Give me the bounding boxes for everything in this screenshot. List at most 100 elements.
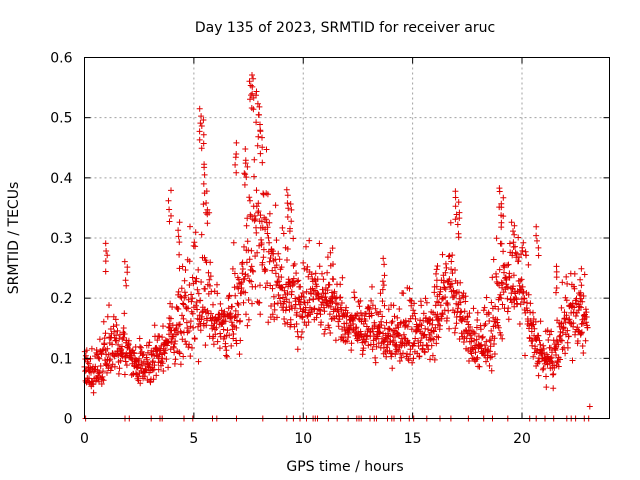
- data-point: [462, 293, 469, 300]
- data-point: [303, 243, 309, 250]
- data-point: [449, 270, 456, 277]
- data-point: [320, 276, 327, 283]
- x-tick-label: 10: [294, 431, 312, 447]
- data-point: [431, 328, 437, 335]
- data-point: [310, 296, 317, 303]
- data-point: [198, 113, 205, 120]
- data-point: [553, 289, 559, 296]
- data-point: [509, 249, 516, 256]
- data-point: [256, 111, 262, 118]
- data-point: [380, 282, 387, 289]
- data-point: [254, 142, 261, 149]
- data-point: [481, 304, 488, 311]
- data-point: [324, 254, 331, 261]
- data-point: [115, 341, 122, 348]
- data-point: [283, 186, 290, 193]
- data-point: [344, 309, 351, 316]
- data-point: [210, 301, 216, 308]
- data-point: [226, 292, 233, 299]
- data-point: [265, 234, 272, 241]
- data-point: [423, 299, 430, 306]
- data-point: [97, 363, 104, 369]
- data-point: [383, 353, 390, 360]
- data-point: [354, 337, 361, 344]
- data-point: [189, 295, 196, 302]
- data-point: [284, 290, 291, 297]
- data-point: [411, 310, 418, 317]
- data-point: [249, 83, 256, 90]
- data-point: [111, 328, 118, 335]
- data-point: [293, 309, 300, 316]
- data-point: [293, 270, 300, 277]
- data-point: [549, 349, 555, 356]
- data-point: [198, 231, 205, 238]
- data-point: [557, 356, 563, 363]
- data-point: [489, 353, 495, 360]
- data-point: [463, 335, 470, 342]
- x-tick-label: 15: [404, 431, 422, 447]
- data-point: [194, 286, 201, 293]
- data-points: [81, 72, 593, 422]
- data-point: [483, 338, 490, 345]
- data-point: [159, 334, 166, 341]
- data-point: [456, 289, 462, 296]
- data-point: [397, 320, 404, 327]
- data-point: [537, 318, 544, 325]
- data-point: [388, 353, 395, 360]
- data-point: [228, 342, 235, 349]
- data-point: [306, 237, 313, 244]
- data-point: [525, 291, 532, 298]
- data-point: [271, 301, 278, 307]
- data-point: [379, 278, 386, 285]
- data-point: [365, 304, 372, 311]
- data-point: [104, 369, 110, 376]
- data-point: [175, 233, 182, 240]
- data-point: [422, 295, 429, 302]
- data-point: [124, 264, 131, 271]
- data-point: [204, 317, 211, 324]
- data-point: [101, 341, 108, 348]
- data-point: [379, 286, 386, 293]
- data-point: [243, 259, 250, 266]
- data-point: [354, 310, 361, 317]
- data-point: [119, 336, 126, 343]
- data-point: [452, 325, 459, 332]
- data-point: [308, 290, 315, 297]
- data-point: [449, 252, 456, 259]
- data-point: [405, 355, 412, 362]
- data-point: [444, 315, 451, 322]
- data-point: [394, 314, 401, 321]
- data-point: [353, 324, 360, 331]
- data-point: [122, 358, 129, 365]
- data-point: [536, 358, 543, 365]
- data-point: [139, 352, 146, 359]
- data-point: [262, 216, 269, 223]
- data-point: [430, 336, 437, 343]
- data-point: [377, 308, 384, 315]
- data-point: [256, 299, 263, 306]
- data-point: [206, 276, 213, 283]
- data-point: [245, 316, 252, 323]
- data-point: [555, 363, 562, 370]
- data-point: [253, 119, 260, 126]
- data-point: [351, 289, 358, 296]
- data-point: [500, 213, 507, 220]
- data-point: [121, 331, 128, 337]
- data-point: [107, 367, 114, 374]
- data-point: [515, 234, 522, 241]
- data-point: [252, 216, 259, 223]
- data-point: [189, 274, 196, 281]
- y-tick-label: 0.2: [50, 291, 72, 307]
- data-point: [253, 92, 259, 99]
- data-point: [517, 277, 524, 284]
- data-point: [446, 252, 453, 259]
- data-point: [445, 307, 452, 314]
- data-point: [313, 314, 320, 321]
- data-point: [337, 281, 344, 288]
- data-point: [284, 319, 291, 326]
- data-point: [433, 266, 440, 273]
- data-point: [499, 335, 506, 342]
- data-point: [200, 131, 207, 138]
- data-point: [468, 350, 475, 357]
- data-point: [505, 316, 512, 323]
